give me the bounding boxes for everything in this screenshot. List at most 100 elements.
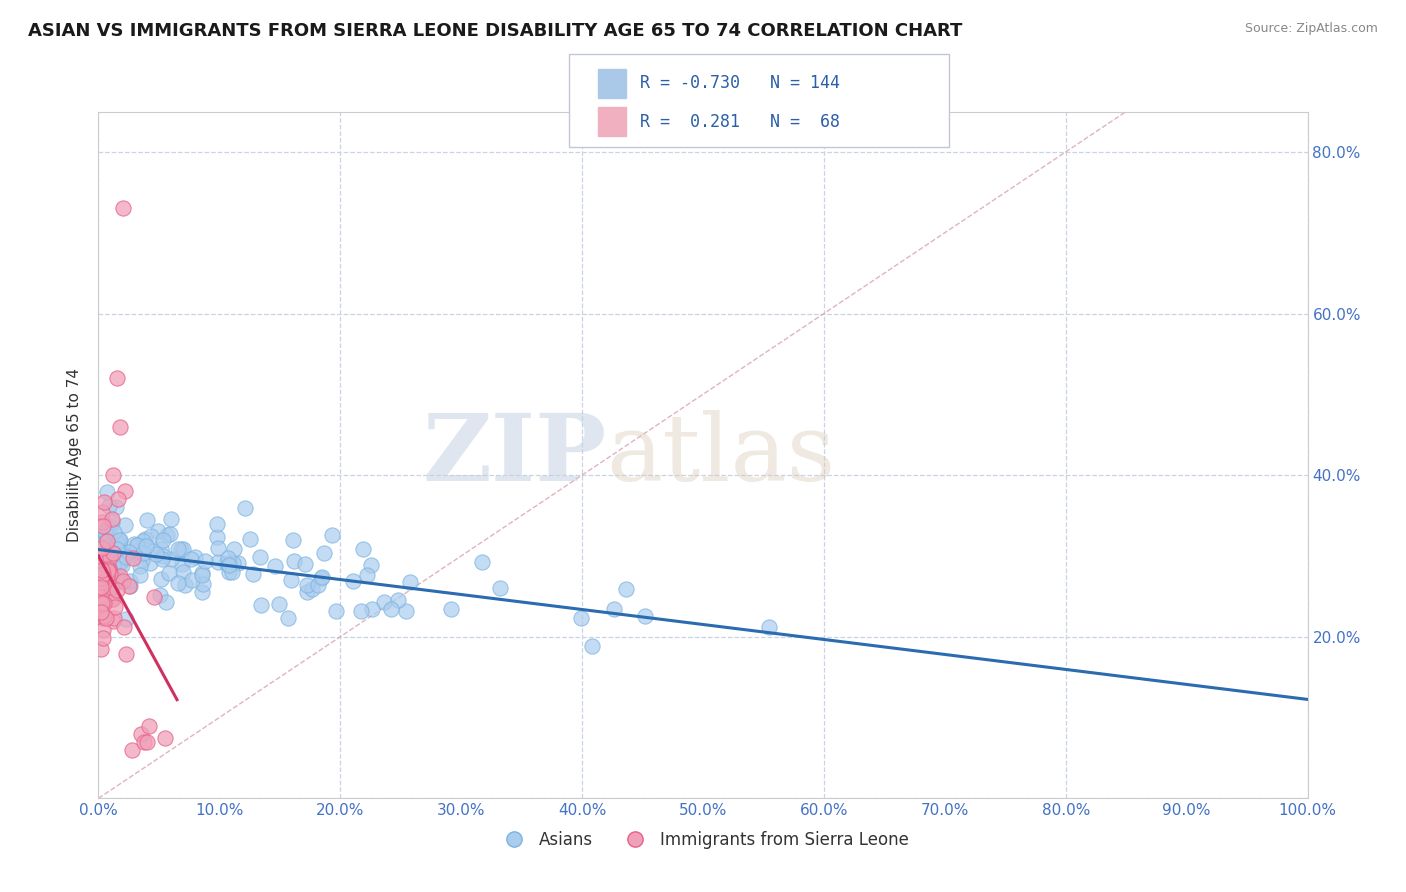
Point	[103, 577, 125, 591]
Point	[96, 534, 118, 549]
Point	[633, 608, 655, 623]
Point	[207, 516, 229, 531]
Point	[90, 642, 112, 657]
Point	[93, 567, 115, 582]
Point	[215, 556, 238, 570]
Point	[312, 546, 335, 560]
Point	[97, 500, 120, 514]
Point	[105, 582, 128, 597]
Point	[110, 533, 132, 547]
Point	[159, 527, 181, 541]
Point	[218, 565, 240, 579]
Point	[152, 533, 174, 547]
Point	[184, 549, 207, 564]
Point	[135, 540, 157, 554]
Point	[111, 553, 134, 567]
Point	[191, 567, 214, 582]
Point	[96, 485, 118, 500]
Point	[276, 610, 298, 624]
Point	[93, 529, 115, 543]
Point	[283, 533, 305, 547]
Point	[350, 604, 373, 618]
Point	[101, 468, 124, 483]
Point	[114, 548, 136, 562]
Point	[91, 515, 114, 529]
Point	[91, 594, 114, 608]
Point	[373, 595, 395, 609]
Point	[155, 528, 177, 542]
Point	[100, 592, 122, 607]
Point	[93, 560, 115, 574]
Point	[142, 590, 165, 604]
Point	[129, 727, 152, 741]
Point	[93, 596, 115, 610]
Point	[108, 558, 131, 572]
Point	[173, 578, 195, 592]
Point	[153, 731, 176, 745]
Point	[217, 558, 239, 572]
Point	[127, 538, 149, 552]
Point	[167, 576, 190, 591]
Point	[307, 578, 329, 592]
Point	[112, 620, 135, 634]
Point	[149, 588, 172, 602]
Point	[107, 574, 129, 588]
Point	[98, 564, 121, 578]
Point	[280, 574, 302, 588]
Point	[118, 544, 141, 558]
Point	[97, 532, 120, 546]
Point	[134, 735, 156, 749]
Point	[172, 566, 194, 580]
Point	[311, 570, 333, 584]
Point	[114, 484, 136, 499]
Text: R =  0.281   N =  68: R = 0.281 N = 68	[640, 112, 839, 131]
Point	[142, 544, 165, 558]
Point	[100, 515, 122, 529]
Point	[103, 524, 125, 539]
Point	[152, 549, 174, 563]
Point	[295, 585, 318, 599]
Point	[115, 647, 138, 661]
Point	[160, 552, 183, 566]
Text: Source: ZipAtlas.com: Source: ZipAtlas.com	[1244, 22, 1378, 36]
Point	[603, 602, 626, 616]
Point	[91, 569, 114, 583]
Legend: Asians, Immigrants from Sierra Leone: Asians, Immigrants from Sierra Leone	[491, 824, 915, 855]
Point	[97, 565, 120, 579]
Point	[93, 581, 115, 595]
Point	[98, 550, 121, 565]
Point	[90, 553, 112, 567]
Point	[100, 526, 122, 541]
Point	[98, 566, 121, 580]
Point	[91, 632, 114, 646]
Point	[125, 538, 148, 552]
Point	[267, 597, 290, 611]
Point	[114, 518, 136, 533]
Point	[242, 566, 264, 581]
Point	[180, 551, 202, 566]
Point	[118, 579, 141, 593]
Point	[122, 550, 145, 565]
Point	[131, 553, 153, 567]
Point	[101, 591, 124, 606]
Point	[90, 571, 112, 585]
Point	[91, 547, 114, 561]
Point	[108, 555, 131, 569]
Point	[90, 571, 112, 585]
Point	[294, 557, 316, 571]
Point	[138, 718, 160, 732]
Point	[111, 574, 134, 588]
Point	[205, 530, 228, 544]
Point	[360, 558, 382, 573]
Point	[90, 610, 112, 624]
Point	[101, 568, 124, 582]
Point	[581, 640, 603, 654]
Point	[98, 554, 121, 568]
Point	[170, 558, 193, 572]
Text: R = -0.730   N = 144: R = -0.730 N = 144	[640, 74, 839, 93]
Point	[352, 541, 374, 556]
Point	[108, 419, 131, 434]
Point	[103, 614, 125, 628]
Point	[471, 555, 494, 569]
Point	[121, 743, 143, 757]
